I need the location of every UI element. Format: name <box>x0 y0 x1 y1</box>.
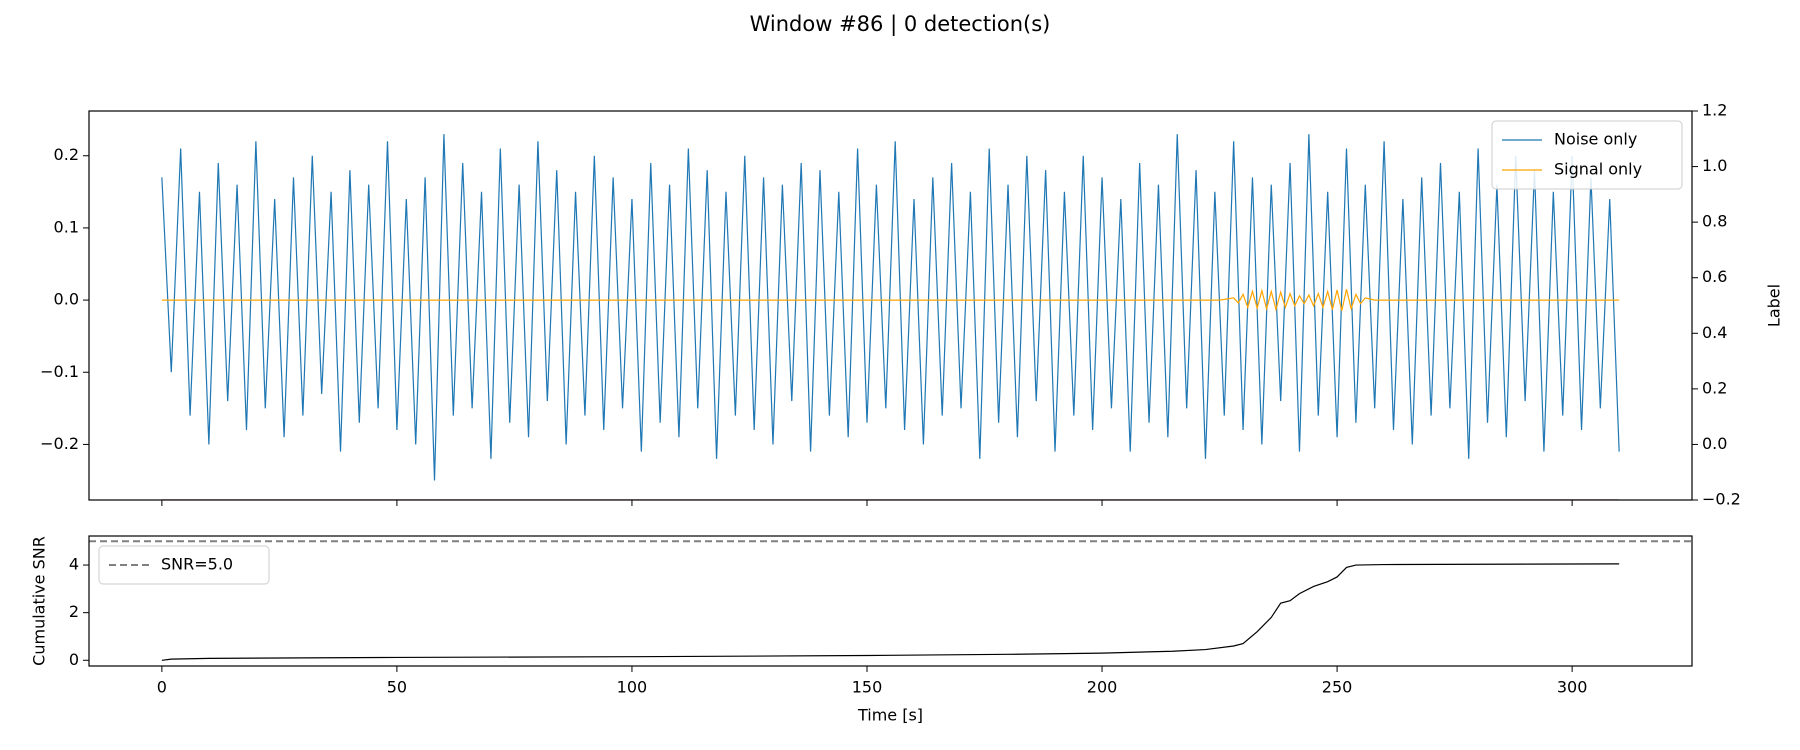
x-tick-label: 250 <box>1322 678 1353 697</box>
figure-title: Window #86 | 0 detection(s) <box>750 12 1051 37</box>
axes-frame <box>88 535 1693 667</box>
legend-box <box>98 545 270 585</box>
axes-frame <box>88 110 1693 501</box>
x-tick-label: 300 <box>1557 678 1588 697</box>
y2-tick-label: 0.4 <box>1702 323 1727 342</box>
plot-area <box>161 134 1620 500</box>
series-line <box>161 288 1620 312</box>
y-tick-label: −0.1 <box>40 362 79 381</box>
x-tick-label: 100 <box>617 678 648 697</box>
legend-box <box>1491 120 1683 190</box>
y-axis-label: Cumulative SNR <box>30 536 49 666</box>
y2-tick-label: 0.0 <box>1702 434 1727 453</box>
y-tick-label: 4 <box>69 555 79 574</box>
y-tick-label: 0.0 <box>54 290 79 309</box>
legend-label: Noise only <box>1554 130 1637 149</box>
legend-label: Signal only <box>1554 160 1642 179</box>
x-tick-label: 200 <box>1087 678 1118 697</box>
y-tick-label: 0.2 <box>54 145 79 164</box>
x-axis-label: Time [s] <box>857 706 923 725</box>
y-tick-label: 0 <box>69 650 79 669</box>
y2-tick-label: −0.2 <box>1702 490 1741 509</box>
y2-tick-label: 1.0 <box>1702 156 1727 175</box>
y2-axis-label: Label <box>1765 284 1784 327</box>
y-tick-label: −0.2 <box>40 434 79 453</box>
y-tick-label: 0.1 <box>54 217 79 236</box>
series-line <box>161 563 1620 661</box>
y2-tick-label: 0.6 <box>1702 267 1727 286</box>
x-tick-label: 0 <box>157 678 167 697</box>
plot-area <box>89 540 1692 661</box>
y-tick-label: 2 <box>69 602 79 621</box>
x-tick-label: 150 <box>852 678 883 697</box>
series-line <box>161 134 1620 481</box>
legend-label: SNR=5.0 <box>161 555 233 574</box>
y2-tick-label: 0.8 <box>1702 212 1727 231</box>
y2-tick-label: 0.2 <box>1702 378 1727 397</box>
y2-tick-label: 1.2 <box>1702 101 1727 120</box>
x-tick-label: 50 <box>387 678 407 697</box>
